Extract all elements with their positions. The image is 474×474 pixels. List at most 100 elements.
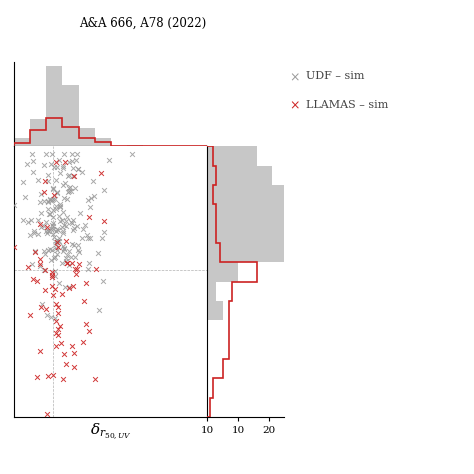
Point bbox=[48, 197, 55, 204]
Point bbox=[82, 279, 90, 287]
Point bbox=[44, 205, 52, 212]
Point bbox=[70, 364, 78, 371]
Point bbox=[92, 265, 100, 273]
Point bbox=[59, 181, 67, 189]
Point bbox=[29, 157, 37, 165]
Point bbox=[53, 189, 61, 196]
Point bbox=[30, 229, 38, 237]
Point bbox=[52, 267, 59, 274]
Point bbox=[99, 235, 106, 242]
Point bbox=[46, 246, 53, 253]
Point bbox=[19, 216, 27, 224]
Point bbox=[40, 247, 47, 255]
Point bbox=[38, 300, 46, 307]
Point bbox=[75, 165, 82, 173]
Bar bbox=[207, 146, 256, 165]
Point bbox=[44, 410, 51, 418]
Point bbox=[75, 248, 83, 255]
Point bbox=[54, 331, 61, 339]
Point bbox=[86, 234, 94, 242]
Point bbox=[86, 213, 93, 220]
Point bbox=[50, 291, 57, 299]
Point bbox=[55, 227, 62, 234]
Point bbox=[53, 176, 60, 183]
Point bbox=[45, 227, 52, 235]
Point bbox=[60, 245, 67, 253]
Point bbox=[56, 323, 64, 330]
Point bbox=[69, 173, 76, 180]
Point bbox=[62, 360, 70, 368]
Point bbox=[53, 227, 60, 235]
Point bbox=[70, 241, 78, 249]
Point bbox=[65, 284, 73, 292]
Point bbox=[10, 201, 18, 209]
Point bbox=[54, 309, 61, 317]
Point bbox=[73, 222, 81, 229]
Point bbox=[33, 374, 41, 381]
Point bbox=[46, 210, 54, 218]
Point bbox=[84, 265, 92, 273]
Point bbox=[22, 193, 29, 201]
Point bbox=[63, 254, 70, 261]
Point bbox=[50, 191, 58, 199]
Point bbox=[34, 176, 41, 184]
Point bbox=[52, 205, 60, 212]
Point bbox=[70, 224, 78, 231]
Point bbox=[41, 267, 48, 274]
Point bbox=[100, 186, 108, 193]
Point bbox=[54, 163, 61, 171]
Point bbox=[64, 252, 71, 259]
Point bbox=[52, 342, 60, 350]
Point bbox=[60, 150, 67, 158]
Bar bbox=[207, 204, 294, 224]
Point bbox=[36, 255, 44, 263]
Point bbox=[59, 375, 67, 383]
Bar bbox=[207, 282, 217, 301]
Point bbox=[67, 254, 74, 261]
Point bbox=[63, 195, 71, 203]
Point bbox=[60, 164, 67, 172]
Point bbox=[91, 375, 99, 383]
Point bbox=[76, 210, 83, 217]
Point bbox=[58, 223, 66, 231]
Point bbox=[23, 160, 31, 167]
Point bbox=[45, 373, 52, 380]
Point bbox=[52, 158, 60, 165]
Point bbox=[54, 325, 62, 333]
Point bbox=[95, 306, 103, 313]
Point bbox=[41, 266, 49, 274]
Point bbox=[43, 223, 51, 230]
Bar bbox=[30, 119, 46, 146]
Point bbox=[70, 349, 78, 357]
Bar bbox=[63, 85, 79, 146]
Point bbox=[42, 177, 49, 185]
Point bbox=[60, 194, 68, 202]
Point bbox=[64, 172, 72, 180]
Point bbox=[46, 210, 53, 218]
Point bbox=[45, 197, 52, 205]
Point bbox=[43, 218, 50, 226]
Point bbox=[55, 280, 63, 287]
Point bbox=[53, 250, 60, 257]
Point bbox=[73, 150, 81, 158]
Point bbox=[37, 190, 45, 198]
Point bbox=[43, 229, 51, 237]
Point bbox=[68, 259, 76, 266]
Point bbox=[48, 283, 56, 290]
Point bbox=[66, 183, 74, 191]
Point bbox=[69, 164, 77, 172]
Point bbox=[87, 194, 95, 201]
Point bbox=[69, 150, 76, 158]
Point bbox=[75, 261, 83, 268]
Point bbox=[79, 225, 87, 233]
Point bbox=[62, 217, 70, 225]
Point bbox=[40, 161, 48, 168]
Point bbox=[49, 196, 57, 203]
Point bbox=[67, 187, 75, 195]
Point bbox=[55, 237, 63, 245]
Point bbox=[49, 226, 56, 233]
Point bbox=[52, 329, 60, 337]
Point bbox=[40, 222, 47, 230]
Point bbox=[84, 234, 91, 242]
Point bbox=[105, 156, 112, 164]
